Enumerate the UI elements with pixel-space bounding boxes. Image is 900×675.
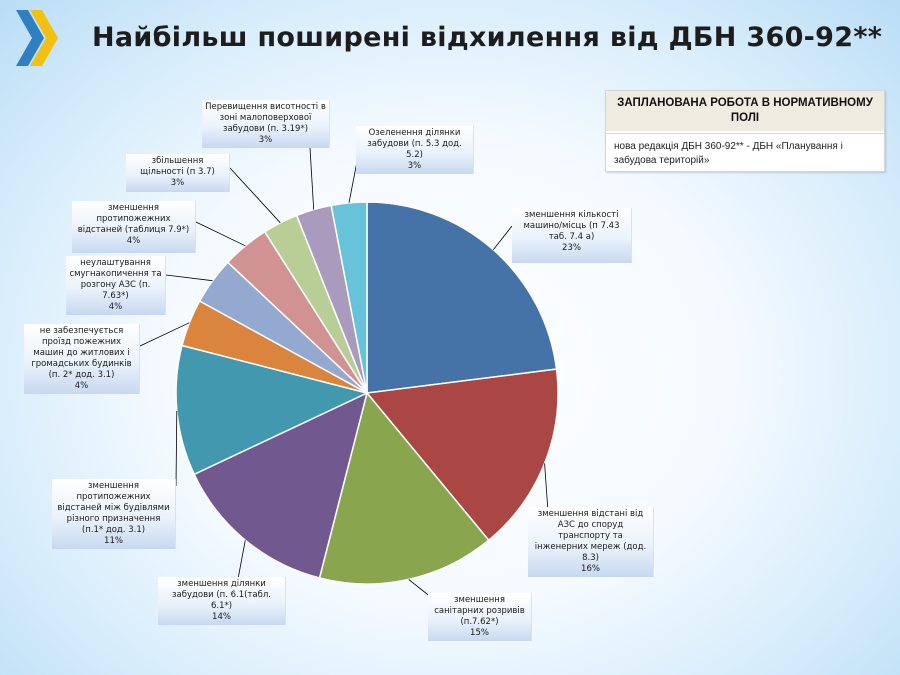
slice-label: зменшення кількості машино/місць (п 7.43… — [512, 208, 632, 263]
slice-label-text: зменшення протипожежних відстаней (табли… — [77, 203, 190, 235]
slice-label-text: неулаштування смугнакопичення та розгону… — [69, 258, 162, 301]
slice-value-label: 4% — [74, 381, 89, 391]
slice-label-text: зменшення протипожежних відстаней між бу… — [57, 481, 170, 535]
slice-label-text: збільшення щільності (п 3.7) — [140, 156, 215, 177]
slice-label-text: зменшення відстані від АЗС до споруд тра… — [534, 509, 647, 563]
slice-label-text: зменшення санітарних розривів (п.7.62*) — [434, 595, 525, 627]
pie-slice — [175, 344, 370, 476]
planned-work-heading: ЗАПЛАНОВАНА РОБОТА В НОРМАТИВНОМУ ПОЛІ — [606, 91, 884, 133]
slice-value-label: 15% — [470, 628, 489, 638]
planned-work-text: нова редакція ДБН 360-92** - ДБН «Планув… — [606, 133, 884, 168]
planned-work-box: ЗАПЛАНОВАНА РОБОТА В НОРМАТИВНОМУ ПОЛІ н… — [605, 90, 885, 172]
slice-label: зменшення ділянки забудови (п. 6.1(табл.… — [158, 577, 286, 625]
slice-label: Озеленення ділянки забудови (п. 5.3 дод.… — [356, 126, 474, 174]
leader-line — [492, 225, 513, 250]
slice-label: збільшення щільності (п 3.7) 3% — [126, 154, 230, 192]
pie-slice — [366, 201, 558, 394]
pie-slice — [193, 391, 369, 579]
slice-label: зменшення санітарних розривів (п.7.62*) 1… — [428, 593, 532, 641]
slice-label: зменшення відстані від АЗС до споруд тра… — [528, 507, 654, 577]
logo-chevrons-icon — [16, 10, 58, 66]
slice-label: Перевищення висотності в зоні малоповерх… — [202, 100, 330, 148]
slice-value-label: 23% — [562, 243, 581, 253]
slice-label-text: Озеленення ділянки забудови (п. 5.3 дод.… — [367, 128, 462, 160]
slice-value-label: 4% — [108, 302, 123, 312]
leader-line — [309, 147, 315, 210]
slice-label: не забезпечується проїзд пожежних машин … — [24, 324, 140, 394]
leader-line — [195, 221, 246, 247]
leader-line — [544, 463, 549, 513]
slice-value-label: 16% — [581, 564, 600, 574]
slice-label: зменшення протипожежних відстаней між бу… — [52, 479, 176, 549]
leader-line — [139, 322, 190, 347]
slice-value-label: 4% — [126, 236, 141, 246]
slice-value-label: 3% — [407, 161, 422, 171]
slice-value-label: 11% — [104, 536, 123, 546]
slice-label: неулаштування смугнакопичення та розгону… — [66, 256, 166, 315]
leader-line — [229, 167, 281, 224]
leader-line — [165, 274, 213, 282]
slice-label-text: зменшення кількості машино/місць (п 7.43… — [523, 210, 620, 242]
pie-slice — [318, 391, 490, 585]
leader-line — [175, 410, 178, 487]
page-title: Найбільш поширені відхилення від ДБН 360… — [92, 22, 883, 53]
slice-label-text: не забезпечується проїзд пожежних машин … — [31, 326, 132, 380]
slice-value-label: 3% — [258, 135, 273, 145]
pie-slice — [330, 201, 368, 394]
leader-line — [237, 540, 246, 580]
slice-value-label: 3% — [170, 178, 185, 188]
slice-label-text: зменшення ділянки забудови (п. 6.1(табл.… — [172, 579, 271, 611]
slice-value-label: 14% — [212, 612, 231, 622]
slice-label: зменшення протипожежних відстаней (табли… — [72, 201, 196, 253]
slice-label-text: Перевищення висотності в зоні малоповерх… — [205, 102, 326, 134]
